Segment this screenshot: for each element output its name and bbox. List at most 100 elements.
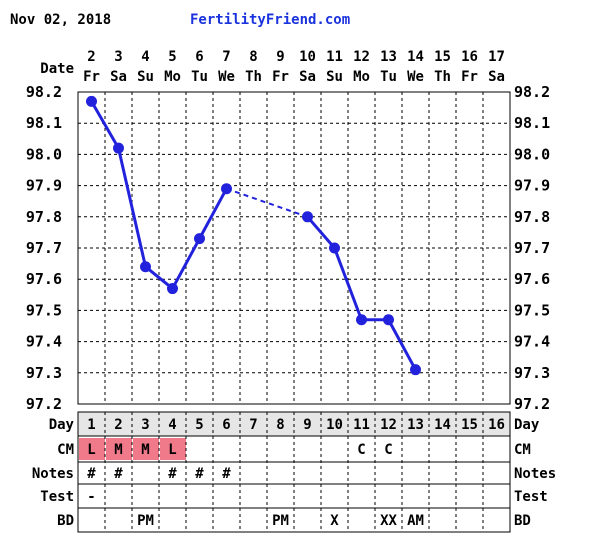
y-tick-label-left: 97.8: [26, 208, 62, 226]
bd-cell: PM: [272, 513, 289, 529]
temperature-line-segment: [333, 247, 363, 321]
date-number: 9: [276, 49, 284, 65]
day-number: 3: [141, 417, 149, 433]
notes-row-label-right: Notes: [514, 466, 556, 482]
day-row-label: Day: [49, 417, 75, 433]
date-number: 2: [87, 49, 95, 65]
bd-cell: AM: [407, 513, 424, 529]
temperature-line-segment: [171, 237, 201, 290]
date-label: Date: [40, 61, 74, 77]
notes-row-label: Notes: [32, 466, 74, 482]
temperature-point: [356, 314, 367, 326]
cm-cell: C: [384, 442, 392, 458]
temperature-point: [86, 95, 97, 107]
day-number: 2: [114, 417, 122, 433]
y-tick-label-right: 97.3: [514, 364, 550, 382]
y-tick-label-left: 98.2: [26, 83, 62, 101]
temperature-line-segment: [306, 215, 336, 249]
bd-cell: XX: [380, 513, 397, 529]
temperature-point: [302, 211, 313, 223]
date-number: 3: [114, 49, 122, 65]
weekday-label: Sa: [299, 69, 316, 85]
day-row-label-right: Day: [514, 417, 540, 433]
date-number: 17: [488, 49, 505, 65]
cm-highlight: [79, 438, 105, 460]
date-number: 12: [353, 49, 370, 65]
day-number: 13: [407, 417, 424, 433]
weekday-label: Sa: [488, 69, 505, 85]
weekday-label: Mo: [164, 69, 181, 85]
date-number: 16: [461, 49, 478, 65]
weekday-label: Tu: [380, 69, 397, 85]
day-number: 16: [488, 417, 505, 433]
day-number: 15: [461, 417, 478, 433]
weekday-label: Fr: [461, 69, 478, 85]
y-tick-label-right: 97.6: [514, 270, 550, 288]
bd-cell: X: [330, 513, 339, 529]
date-number: 11: [326, 49, 343, 65]
cm-cell: M: [141, 442, 149, 458]
notes-cell: #: [222, 466, 231, 482]
temperature-line-segment: [387, 319, 417, 371]
brand-link[interactable]: FertilityFriend.com: [190, 12, 350, 28]
cm-cell: L: [168, 442, 176, 458]
y-tick-label-right: 97.5: [514, 301, 550, 319]
weekday-label: Sa: [110, 69, 127, 85]
bd-row-label-right: BD: [514, 513, 531, 529]
chart-date: Nov 02, 2018: [10, 12, 111, 28]
temperature-point: [113, 142, 124, 154]
y-tick-label-right: 98.2: [514, 83, 550, 101]
cm-highlight: [133, 438, 159, 460]
y-tick-label-right: 97.4: [514, 333, 550, 351]
day-number: 11: [353, 417, 370, 433]
weekday-label: Th: [434, 69, 451, 85]
test-cell: -: [87, 489, 95, 505]
y-tick-label-right: 97.9: [514, 177, 550, 195]
temperature-point: [140, 261, 151, 273]
notes-cell: #: [87, 466, 96, 482]
date-number: 7: [222, 49, 230, 65]
weekday-label: We: [407, 69, 424, 85]
y-tick-label-left: 98.1: [26, 114, 62, 132]
cm-row-label-right: CM: [514, 442, 531, 458]
notes-cell: #: [195, 466, 204, 482]
day-number: 9: [303, 417, 311, 433]
day-number: 8: [276, 417, 284, 433]
y-tick-label-left: 97.6: [26, 270, 62, 288]
y-tick-label-right: 98.1: [514, 114, 550, 132]
y-tick-label-left: 97.3: [26, 364, 62, 382]
day-number: 14: [434, 417, 451, 433]
temperature-point: [167, 283, 178, 295]
cm-highlight: [160, 438, 186, 460]
temperature-point: [383, 314, 394, 326]
test-row-label-right: Test: [514, 489, 548, 505]
temperature-point: [221, 183, 232, 195]
y-tick-label-left: 97.4: [26, 333, 62, 351]
y-tick-label-left: 97.9: [26, 177, 62, 195]
date-number: 4: [141, 49, 149, 65]
date-number: 15: [434, 49, 451, 65]
date-number: 14: [407, 49, 424, 65]
y-tick-label-right: 97.2: [514, 395, 550, 413]
date-number: 8: [249, 49, 257, 65]
y-tick-label-left: 98.0: [26, 145, 62, 163]
y-tick-label-right: 97.8: [514, 208, 550, 226]
temperature-line-segment: [90, 100, 120, 149]
notes-cell: #: [114, 466, 123, 482]
weekday-label: Tu: [191, 69, 208, 85]
temperature-point: [329, 242, 340, 254]
bd-row-label: BD: [57, 513, 74, 529]
weekday-label: Su: [137, 69, 154, 85]
temperature-line-segment: [198, 188, 228, 240]
date-number: 10: [299, 49, 316, 65]
date-number: 13: [380, 49, 397, 65]
weekday-label: Fr: [272, 69, 289, 85]
y-tick-label-left: 97.2: [26, 395, 62, 413]
temperature-line-segment: [117, 147, 147, 268]
temperature-point: [194, 233, 205, 245]
day-number: 5: [195, 417, 203, 433]
temperature-line-segment: [144, 265, 174, 290]
day-number: 6: [222, 417, 230, 433]
weekday-label: Th: [245, 69, 262, 85]
